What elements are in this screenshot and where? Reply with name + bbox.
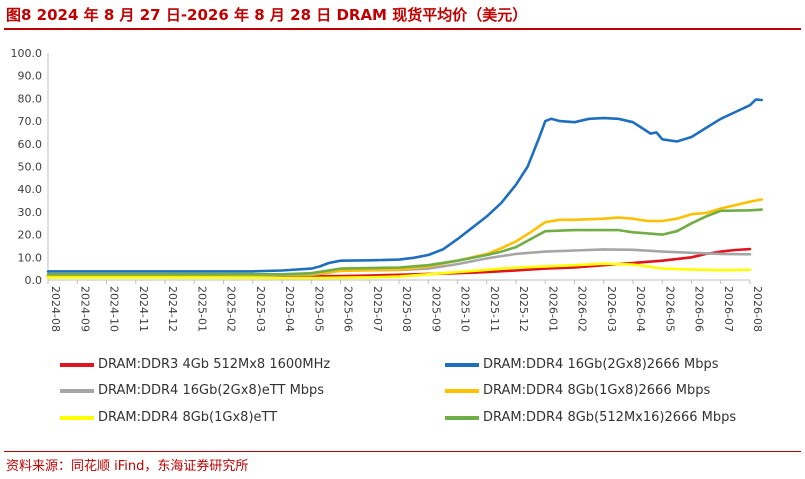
x-tick-label: 2026-04: [634, 286, 647, 332]
x-tick-label: 2025-06: [342, 286, 355, 332]
legend-item: DRAM:DDR4 16Gb(2Gx8)eTT Mbps: [60, 383, 324, 398]
y-tick-label: 90.0: [18, 70, 43, 83]
x-tick-label: 2025-09: [429, 286, 442, 332]
x-tick-label: 2024-12: [166, 286, 179, 332]
legend-item: DRAM:DDR3 4Gb 512Mx8 1600MHz: [60, 357, 330, 372]
source-note: 资料来源：同花顺 iFind，东海证券研究所: [6, 459, 249, 474]
x-tick-label: 2025-07: [371, 286, 384, 332]
x-tick-label: 2026-01: [546, 286, 559, 332]
series-line-2: [46, 98, 763, 273]
y-axis: 0.0 10.0 20.0 30.0 40.0 50.0 60.0 70.0 80.0 90.0 1…: [11, 47, 49, 287]
x-tick-label: 2025-08: [400, 286, 413, 332]
legend-item: DRAM:DDR4 8Gb(1Gx8)eTT: [60, 410, 277, 425]
x-tick-label: 2026-07: [722, 286, 735, 332]
series-line-4: [46, 198, 763, 277]
y-tick-label: 100.0: [11, 47, 43, 60]
source-divider: [4, 451, 801, 452]
line-chart: 0.0 10.0 20.0 30.0 40.0 50.0 60.0 70.0 80.0 90.0 1…: [11, 47, 765, 332]
x-tick-label: 2024-11: [137, 286, 150, 332]
legend-label: DRAM:DDR4 16Gb(2Gx8)eTT Mbps: [98, 383, 325, 398]
legend-label: DRAM:DDR3 4Gb 512Mx8 1600MHz: [98, 357, 331, 372]
y-tick-label: 50.0: [18, 161, 43, 174]
x-tick-label: 2024-08: [49, 286, 62, 332]
title-divider: [4, 28, 801, 30]
legend: DRAM:DDR3 4Gb 512Mx8 1600MHz DRAM:DDR4 16…: [0, 355, 805, 435]
series-group: [46, 98, 763, 280]
x-tick-label: 2025-03: [254, 286, 267, 332]
legend-swatch: [445, 388, 479, 393]
series-line-5: [46, 262, 752, 280]
y-tick-label: 70.0: [18, 115, 43, 128]
legend-item: DRAM:DDR4 8Gb(512Mx16)2666 Mbps: [445, 410, 736, 425]
x-axis: 2024-08 2024-09 2024-10 2024-11 2024-12 2025-…: [47, 279, 764, 332]
legend-swatch: [445, 362, 479, 367]
y-tick-label: 30.0: [18, 206, 43, 219]
legend-swatch: [60, 415, 94, 420]
legend-swatch: [60, 362, 94, 367]
x-tick-label: 2025-02: [225, 286, 238, 332]
x-tick-label: 2024-09: [78, 286, 91, 332]
legend-label: DRAM:DDR4 16Gb(2Gx8)2666 Mbps: [483, 357, 719, 372]
y-tick-label: 10.0: [18, 251, 43, 264]
y-tick-label: 20.0: [18, 229, 43, 242]
x-tick-label: 2025-04: [283, 286, 296, 332]
series-line-1: [46, 247, 752, 279]
x-tick-label: 2025-10: [459, 286, 472, 332]
x-tick-label: 2025-05: [312, 286, 325, 332]
x-tick-label: 2025-11: [488, 286, 501, 332]
y-tick-label: 80.0: [18, 92, 43, 105]
x-tick-label: 2025-12: [517, 286, 530, 332]
legend-label: DRAM:DDR4 8Gb(512Mx16)2666 Mbps: [483, 410, 737, 425]
chart-title: 图8 2024 年 8 月 27 日-2026 年 8 月 28 日 DRAM …: [6, 6, 528, 24]
legend-item: DRAM:DDR4 16Gb(2Gx8)2666 Mbps: [445, 357, 719, 372]
x-tick-label: 2026-02: [576, 286, 589, 332]
series-line-6: [46, 208, 763, 276]
legend-label: DRAM:DDR4 8Gb(1Gx8)eTT: [98, 410, 278, 425]
x-tick-label: 2026-03: [605, 286, 618, 332]
y-tick-label: 60.0: [18, 138, 43, 151]
y-tick-label: 0.0: [25, 274, 43, 287]
x-tick-label: 2026-08: [751, 286, 764, 332]
legend-label: DRAM:DDR4 8Gb(1Gx8)2666 Mbps: [483, 383, 711, 398]
x-tick-label: 2026-05: [663, 286, 676, 332]
x-tick-label: 2026-06: [693, 286, 706, 332]
legend-swatch: [60, 388, 94, 393]
legend-swatch: [445, 415, 479, 420]
y-tick-label: 40.0: [18, 183, 43, 196]
legend-item: DRAM:DDR4 8Gb(1Gx8)2666 Mbps: [445, 383, 710, 398]
x-tick-label: 2024-10: [108, 286, 121, 332]
x-tick-label: 2025-01: [195, 286, 208, 332]
